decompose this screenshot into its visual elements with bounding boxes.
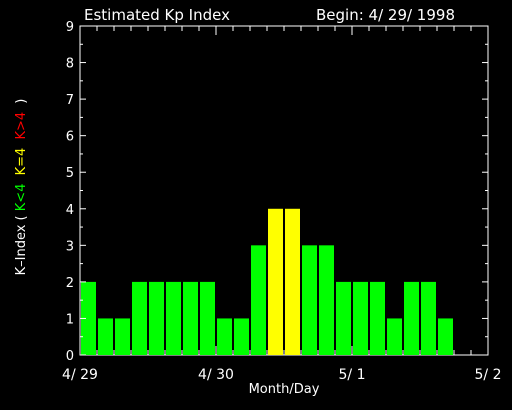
- y-tick-label-9: 9: [66, 20, 74, 35]
- kp-bar-14: [319, 245, 334, 355]
- x-tick-label: 5/ 1: [339, 367, 366, 383]
- y-axis-label-yellow: K=4: [14, 148, 29, 176]
- kp-bar-3: [132, 281, 147, 355]
- begin-date-label: Begin: 4/ 29/ 1998: [316, 6, 455, 24]
- y-tick-label-3: 3: [66, 239, 74, 254]
- kp-bar-13: [302, 245, 317, 355]
- kp-bar-2: [115, 318, 130, 355]
- kp-bar-12: [285, 208, 300, 355]
- x-tick-label: 4/ 29: [62, 367, 98, 383]
- kp-bar-15: [336, 281, 351, 355]
- x-tick-label: 4/ 30: [198, 367, 234, 383]
- y-axis-label-prefix: K–Index (: [14, 215, 29, 275]
- chart-title: Estimated Kp Index: [84, 6, 230, 24]
- y-tick-label-7: 7: [66, 93, 74, 108]
- kp-bar-11: [268, 208, 283, 355]
- y-tick-label-1: 1: [66, 312, 74, 327]
- y-axis-label-green: K<4: [14, 184, 29, 212]
- kp-bar-10: [251, 245, 266, 355]
- x-axis-label: Month/Day: [249, 382, 320, 397]
- y-tick-label-6: 6: [66, 130, 74, 145]
- kp-bar-17: [370, 281, 385, 355]
- kp-bar-19: [404, 281, 419, 355]
- kp-bar-7: [200, 281, 215, 355]
- kp-bar-0: [81, 281, 96, 355]
- kp-bar-5: [166, 281, 181, 355]
- y-tick-label-5: 5: [66, 166, 74, 181]
- kp-bar-8: [217, 318, 232, 355]
- y-axis-label: K–Index ( K<4 K=4 K>4 ): [14, 99, 29, 276]
- x-axis-ticks: 4/ 29 4/ 30 5/ 1 5/ 2: [62, 26, 501, 383]
- y-axis-label-suffix: ): [14, 99, 29, 104]
- y-tick-label-4: 4: [66, 203, 74, 218]
- kp-bar-4: [149, 281, 164, 355]
- kp-bar-18: [387, 318, 402, 355]
- x-tick-label: 5/ 2: [475, 367, 502, 383]
- bars-group: [81, 208, 453, 355]
- kp-bar-20: [421, 281, 436, 355]
- y-tick-label-8: 8: [66, 57, 74, 72]
- kp-bar-16: [353, 281, 368, 355]
- y-tick-label-0: 0: [66, 349, 74, 364]
- kp-bar-9: [234, 318, 249, 355]
- kp-bar-21: [438, 318, 453, 355]
- kp-bar-1: [98, 318, 113, 355]
- kp-bar-6: [183, 281, 198, 355]
- y-axis-label-red: K>4: [14, 112, 29, 140]
- y-tick-label-2: 2: [66, 276, 74, 291]
- y-axis-ticks: 0 1 2 3 4 5 6 7 8 9: [66, 20, 488, 364]
